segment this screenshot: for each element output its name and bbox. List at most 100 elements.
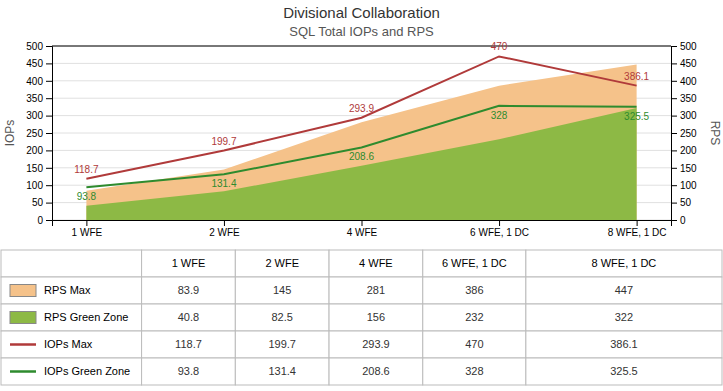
table-value: 386 [465,284,483,296]
tick-label: 50 [32,197,44,208]
tick-mark [671,150,677,151]
table-cell [329,358,423,385]
table-header: 4 WFE [359,257,393,269]
table-cell [235,250,329,277]
tick-label: 200 [26,145,43,156]
marks [86,56,636,220]
tick-label: 150 [680,163,697,174]
tick-mark [671,116,677,117]
table-value: 118.7 [175,338,202,350]
table-cell [423,358,526,385]
grid-line [52,46,671,47]
table-value: 156 [367,311,385,323]
data-label: 208.6 [349,151,374,162]
tick-label: 1 WFE [72,227,103,238]
tick-label: 50 [680,197,692,208]
table-header: 8 WFE, 1 DC [592,257,657,269]
table-value: 232 [465,311,483,323]
tick-mark [46,168,52,169]
grid [52,46,671,220]
table-value: 131.4 [268,365,296,377]
tick-label: 400 [26,76,43,87]
table-value: 93.8 [178,365,199,377]
x-axis: 1 WFE 2 WFE 4 WFE 6 WFE, 1 DC 8 WFE, 1 DC [53,220,672,238]
tick: 250 [26,128,52,139]
table-cell [423,277,526,304]
line [86,106,636,188]
tick-mark [671,203,677,204]
table-value: 82.5 [271,311,292,323]
table-cell [329,277,423,304]
tick: 100 [26,180,52,191]
tick-label: 4 WFE [347,227,378,238]
table-cell [235,304,329,331]
tick-mark [671,98,677,99]
tick-label: 450 [680,58,697,69]
tick: 50 [671,197,692,208]
tick-mark [671,168,677,169]
legend-swatch [10,343,36,346]
tick-label: 500 [26,41,43,52]
tick: 6 WFE, 1 DC [470,220,529,238]
tick: 0 [37,215,52,226]
tick-label: 450 [26,58,43,69]
data-label: 118.7 [74,164,99,175]
tick-mark [46,150,52,151]
legend-swatch [10,312,36,324]
table-value: 293.9 [362,338,390,350]
data-label: 93.8 [77,191,97,202]
table-header: 1 WFE [172,257,206,269]
table-cell [142,277,236,304]
tick-mark [46,133,52,134]
data-label: 325.5 [624,111,649,122]
tick-label: 150 [26,163,43,174]
area [86,64,636,220]
table-value: 470 [465,338,483,350]
tick-label: 6 WFE, 1 DC [470,227,529,238]
y-axis: 0 50 100 150 200 250 300 350 400 450 500 [26,41,52,226]
tick-mark [46,98,52,99]
tick: 350 [26,93,52,104]
tick: 2 WFE [209,220,240,238]
tick-mark [671,133,677,134]
table-cell [142,250,236,277]
data-label: 328 [491,110,508,121]
tick-label: 8 WFE, 1 DC [608,227,667,238]
table-cell [526,304,722,331]
table: 1 WFE2 WFE4 WFE6 WFE, 1 DC8 WFE, 1 DCRPS… [1,250,722,385]
table-value: 145 [273,284,291,296]
tick: 400 [26,76,52,87]
table-cell [1,250,142,277]
tick: 150 [26,163,52,174]
data-label: 386.1 [624,71,649,82]
tick: 300 [26,110,52,121]
tick: 0 [671,215,686,226]
y-axis-title: IOPs [3,120,17,147]
table-cell [1,277,142,304]
table-cell [423,304,526,331]
table-cell [235,277,329,304]
data-labels: 118.7 199.7 293.9 470 386.1 93.8 131.4 208.6 328… [74,41,649,202]
table-cell [1,304,142,331]
data-label: 293.9 [349,103,374,114]
table-cell [235,331,329,358]
table-cell [1,358,142,385]
table-cell [423,250,526,277]
table-cell [235,358,329,385]
data-label: 470 [491,41,508,52]
table-cell [526,250,722,277]
tick-mark [46,46,52,47]
data-label: 199.7 [211,136,236,147]
tick-label: 200 [680,145,697,156]
table-value: 322 [615,311,633,323]
tick-label: 100 [680,180,697,191]
tick: 250 [671,128,697,139]
table-cell [423,331,526,358]
table-cell [526,331,722,358]
y2-axis: 050100150200250300350400450500 [671,41,697,226]
legend-swatch [10,285,36,297]
axis-line [46,47,53,221]
data-label: 131.4 [211,178,236,189]
tick-mark [46,63,52,64]
legend-entry: IOPs Max [44,338,93,350]
